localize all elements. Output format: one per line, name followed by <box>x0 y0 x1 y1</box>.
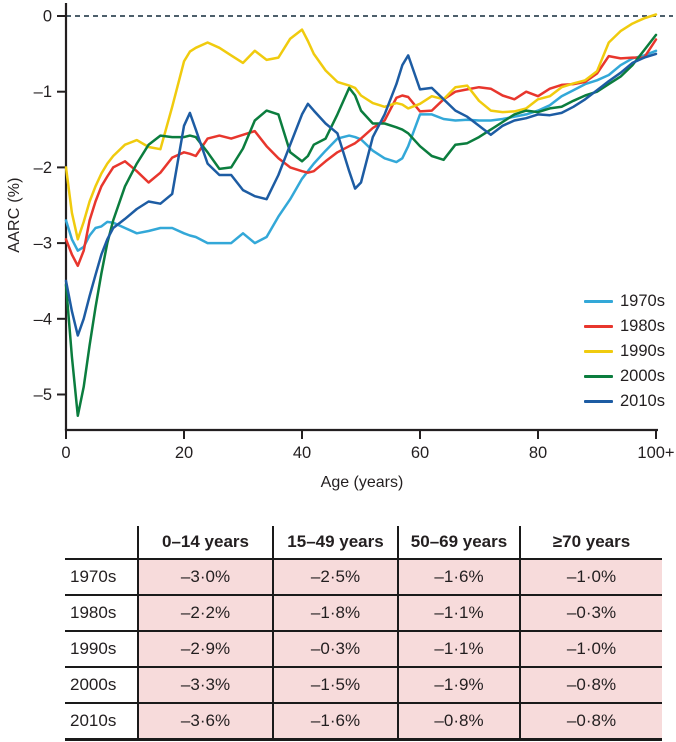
legend-item-2010s: 2010s <box>584 393 665 410</box>
series-line-1980s <box>64 38 658 268</box>
table-row: 1990s –2·9% –0·3% –1·1% –1·0% <box>65 631 662 667</box>
row-label: 1970s <box>65 559 138 595</box>
legend: 1970s 1980s 1990s 2000s 2010s <box>584 293 665 410</box>
x-tick-label: 60 <box>411 444 429 462</box>
row-label: 1980s <box>65 595 138 631</box>
table-corner-cell <box>65 526 138 560</box>
summary-table-wrap: 0–14 years 15–49 years 50–69 years ≥70 year… <box>65 526 662 741</box>
legend-item-2000s: 2000s <box>584 368 665 385</box>
y-tick-label: 0 <box>43 8 52 26</box>
y-tick-label: –2 <box>34 159 52 177</box>
series-line-2000s <box>64 33 658 417</box>
value-cell: –1·6% <box>397 559 520 595</box>
legend-item-1970s: 1970s <box>584 293 665 310</box>
line-swatch-1990s <box>584 350 613 353</box>
aarc-summary-table: 0–14 years 15–49 years 50–69 years ≥70 year… <box>65 526 662 741</box>
legend-item-1990s: 1990s <box>584 343 665 360</box>
table-row: 2000s –3·3% –1·5% –1·9% –0·8% <box>65 667 662 703</box>
table-column-header: 15–49 years <box>272 526 398 560</box>
y-tick-label: –5 <box>34 386 52 404</box>
table-body: 1970s –3·0% –2·5% –1·6% –1·0% 1980s –2·2% –1·8%… <box>65 559 662 740</box>
y-axis-title: AARC (%) <box>6 177 23 253</box>
legend-label: 1990s <box>620 342 665 360</box>
value-cell: –0·8% <box>519 703 662 740</box>
row-label: 2010s <box>65 703 138 740</box>
value-cell: –1·1% <box>397 631 520 667</box>
table-row: 2010s –3·6% –1·6% –0·8% –0·8% <box>65 703 662 740</box>
value-cell: –1·6% <box>272 703 398 740</box>
line-swatch-1970s <box>584 300 613 303</box>
table-column-header: 0–14 years <box>137 526 273 560</box>
y-tick-label: –4 <box>34 310 52 328</box>
value-cell: –0·3% <box>272 631 398 667</box>
x-tick-label: 0 <box>61 444 70 462</box>
value-cell: –1·9% <box>397 667 520 703</box>
plot-svg: 0 –1 –2 –3 –4 –5 0 20 40 60 80 100+ <box>34 3 675 462</box>
value-cell: –2·9% <box>137 631 273 667</box>
value-cell: –2·5% <box>272 559 398 595</box>
line-swatch-2010s <box>584 400 613 403</box>
line-swatch-1980s <box>584 325 613 328</box>
series-line-1970s <box>64 49 658 252</box>
table-column-header: 50–69 years <box>397 526 520 560</box>
line-swatch-2000s <box>584 375 613 378</box>
series-line-2010s <box>64 52 658 337</box>
value-cell: –2·2% <box>137 595 273 631</box>
legend-label: 2010s <box>620 392 665 410</box>
legend-label: 2000s <box>620 367 665 385</box>
table-header-row: 0–14 years 15–49 years 50–69 years ≥70 year… <box>65 526 662 560</box>
x-tick-label: 80 <box>529 444 547 462</box>
x-tick-label: 100+ <box>637 444 674 462</box>
table-row: 1970s –3·0% –2·5% –1·6% –1·0% <box>65 559 662 595</box>
value-cell: –0·8% <box>519 667 662 703</box>
row-label: 2000s <box>65 667 138 703</box>
value-cell: –3·6% <box>137 703 273 740</box>
legend-item-1980s: 1980s <box>584 318 665 335</box>
x-tick-label: 20 <box>175 444 193 462</box>
series-line-1990s <box>64 13 658 241</box>
value-cell: –1·1% <box>397 595 520 631</box>
value-cell: –0·3% <box>519 595 662 631</box>
value-cell: –1·0% <box>519 631 662 667</box>
row-label: 1990s <box>65 631 138 667</box>
value-cell: –0·8% <box>397 703 520 740</box>
y-tick-label: –1 <box>34 83 52 101</box>
table-column-header: ≥70 years <box>519 526 662 560</box>
table-row: 1980s –2·2% –1·8% –1·1% –0·3% <box>65 595 662 631</box>
legend-label: 1970s <box>620 292 665 310</box>
value-cell: –1·8% <box>272 595 398 631</box>
value-cell: –3·0% <box>137 559 273 595</box>
y-tick-label: –3 <box>34 235 52 253</box>
x-tick-label: 40 <box>293 444 311 462</box>
aarc-line-chart: 0 –1 –2 –3 –4 –5 0 20 40 60 80 100+ AARC (%) Age (y… <box>6 3 675 491</box>
value-cell: –1·0% <box>519 559 662 595</box>
value-cell: –1·5% <box>272 667 398 703</box>
value-cell: –3·3% <box>137 667 273 703</box>
x-axis-title: Age (years) <box>320 474 404 491</box>
legend-label: 1980s <box>620 317 665 335</box>
